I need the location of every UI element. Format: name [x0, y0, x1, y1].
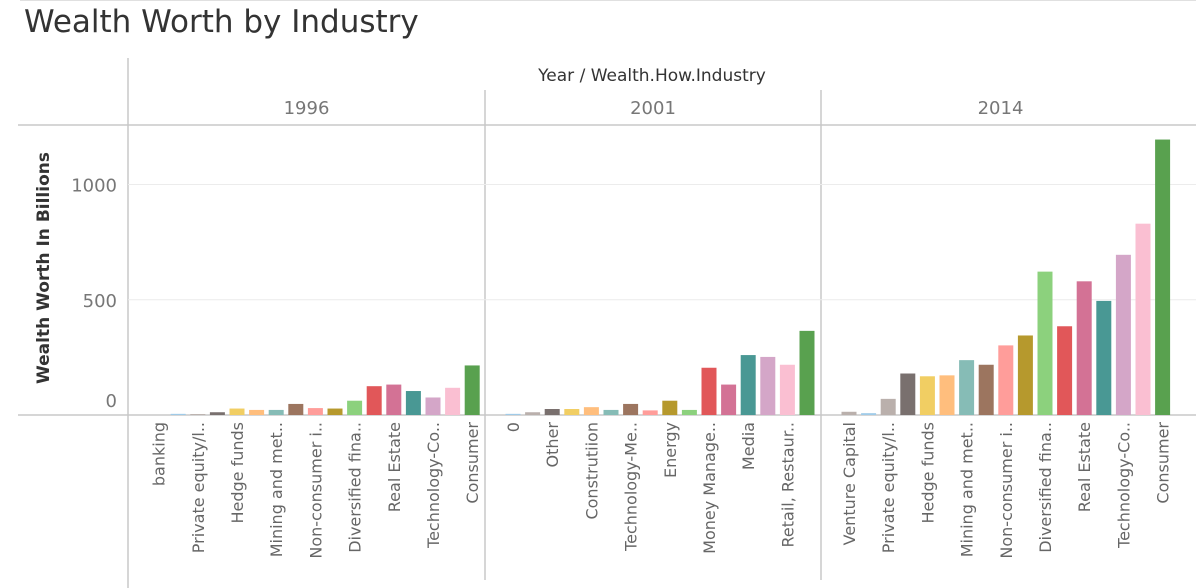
bar [861, 413, 877, 415]
chart-title: Wealth Worth by Industry [24, 4, 419, 40]
bar [900, 373, 916, 415]
column-header: Year / Wealth.How.Industry [537, 66, 766, 86]
panel-2001: 2001 0 Other Construtiion Technology-Me.. Ene… [504, 98, 815, 554]
bar [978, 364, 994, 415]
bar [505, 413, 521, 415]
bar [642, 410, 658, 415]
bar [623, 403, 639, 415]
bar [603, 409, 619, 415]
bar [779, 364, 795, 415]
x-tick-label: Real Estate [385, 422, 404, 512]
x-tick-label: Consumer [1154, 422, 1173, 504]
bar [1017, 335, 1033, 415]
bar [525, 412, 541, 415]
year-panels: 1996 banking Private equity/l.. Hedge funds… [150, 98, 1173, 559]
bar [229, 408, 245, 415]
bar [740, 355, 756, 415]
x-tick-label: Retail, Restaur.. [778, 422, 797, 547]
bar [841, 411, 857, 415]
bar [1115, 254, 1131, 415]
bar [701, 367, 717, 415]
x-tick-label: Construtiion [582, 422, 601, 520]
bar [998, 345, 1014, 415]
bar [919, 376, 935, 415]
y-tick-label: 500 [83, 291, 117, 312]
panel-2014: 2014 Venture Capital Private equity/l.. Hed… [840, 98, 1173, 559]
x-tick-label: Hedge funds [228, 422, 247, 524]
bar [445, 387, 461, 415]
bar [288, 403, 304, 415]
bar [1155, 139, 1171, 416]
y-tick-label: 1000 [71, 176, 117, 197]
x-tick-label: Real Estate [1075, 422, 1094, 512]
bar [464, 365, 480, 415]
bar [564, 409, 580, 415]
x-tick-label: Non-consumer i.. [997, 422, 1016, 559]
y-axis-label: Wealth Worth In Billions [34, 152, 54, 384]
y-axis-ticks: 0 500 1000 [71, 176, 117, 413]
bar [544, 409, 560, 415]
bar [347, 400, 363, 415]
bar [799, 330, 815, 415]
bar [268, 409, 284, 415]
bar [721, 384, 737, 415]
x-tick-label: Media [739, 422, 758, 470]
x-tick-label: Technology-Co.. [1114, 422, 1133, 549]
x-tick-label: Diversified fina.. [1036, 422, 1055, 553]
bar [1096, 300, 1112, 415]
bar [959, 360, 975, 415]
bar [386, 384, 402, 415]
x-tick-label: Mining and met.. [958, 422, 977, 557]
bar [307, 408, 323, 415]
x-tick-label: Private equity/l.. [879, 422, 898, 553]
bar [366, 386, 382, 415]
x-tick-label: Other [543, 422, 562, 468]
gridlines [128, 184, 1196, 301]
x-tick-label: Technology-Co.. [424, 422, 443, 549]
x-tick-label: Mining and met.. [267, 422, 286, 557]
year-header: 2014 [978, 98, 1024, 119]
y-tick-label: 0 [106, 391, 117, 412]
bar [1076, 281, 1092, 415]
bar [249, 409, 265, 415]
x-tick-label: Non-consumer i.. [306, 422, 325, 559]
x-tick-label: Money Manage.. [700, 422, 719, 554]
bar [760, 356, 776, 415]
bar [190, 414, 206, 415]
bar [583, 407, 599, 415]
x-tick-label: Private equity/l.. [189, 422, 208, 553]
x-tick-label: 0 [504, 422, 523, 432]
x-tick-label: Consumer [463, 422, 482, 504]
bar [1037, 271, 1053, 415]
bar [681, 409, 697, 415]
panel-1996: 1996 banking Private equity/l.. Hedge funds… [150, 98, 483, 559]
x-tick-label: Energy [661, 422, 680, 478]
x-tick-label: banking [150, 422, 169, 486]
bar [405, 391, 421, 415]
x-tick-label: Hedge funds [918, 422, 937, 524]
bar [209, 412, 225, 415]
bar [939, 375, 955, 415]
year-header: 2001 [630, 98, 676, 119]
bar [327, 408, 343, 415]
year-header: 1996 [284, 98, 330, 119]
x-tick-label: Diversified fina.. [346, 422, 365, 553]
x-tick-label: Venture Capital [840, 422, 859, 545]
bar [880, 398, 896, 415]
bar [170, 413, 186, 415]
bar [1135, 223, 1151, 415]
x-tick-label: Technology-Me.. [622, 422, 641, 552]
bar [1057, 326, 1073, 415]
bar [425, 397, 441, 415]
bar [662, 400, 678, 415]
